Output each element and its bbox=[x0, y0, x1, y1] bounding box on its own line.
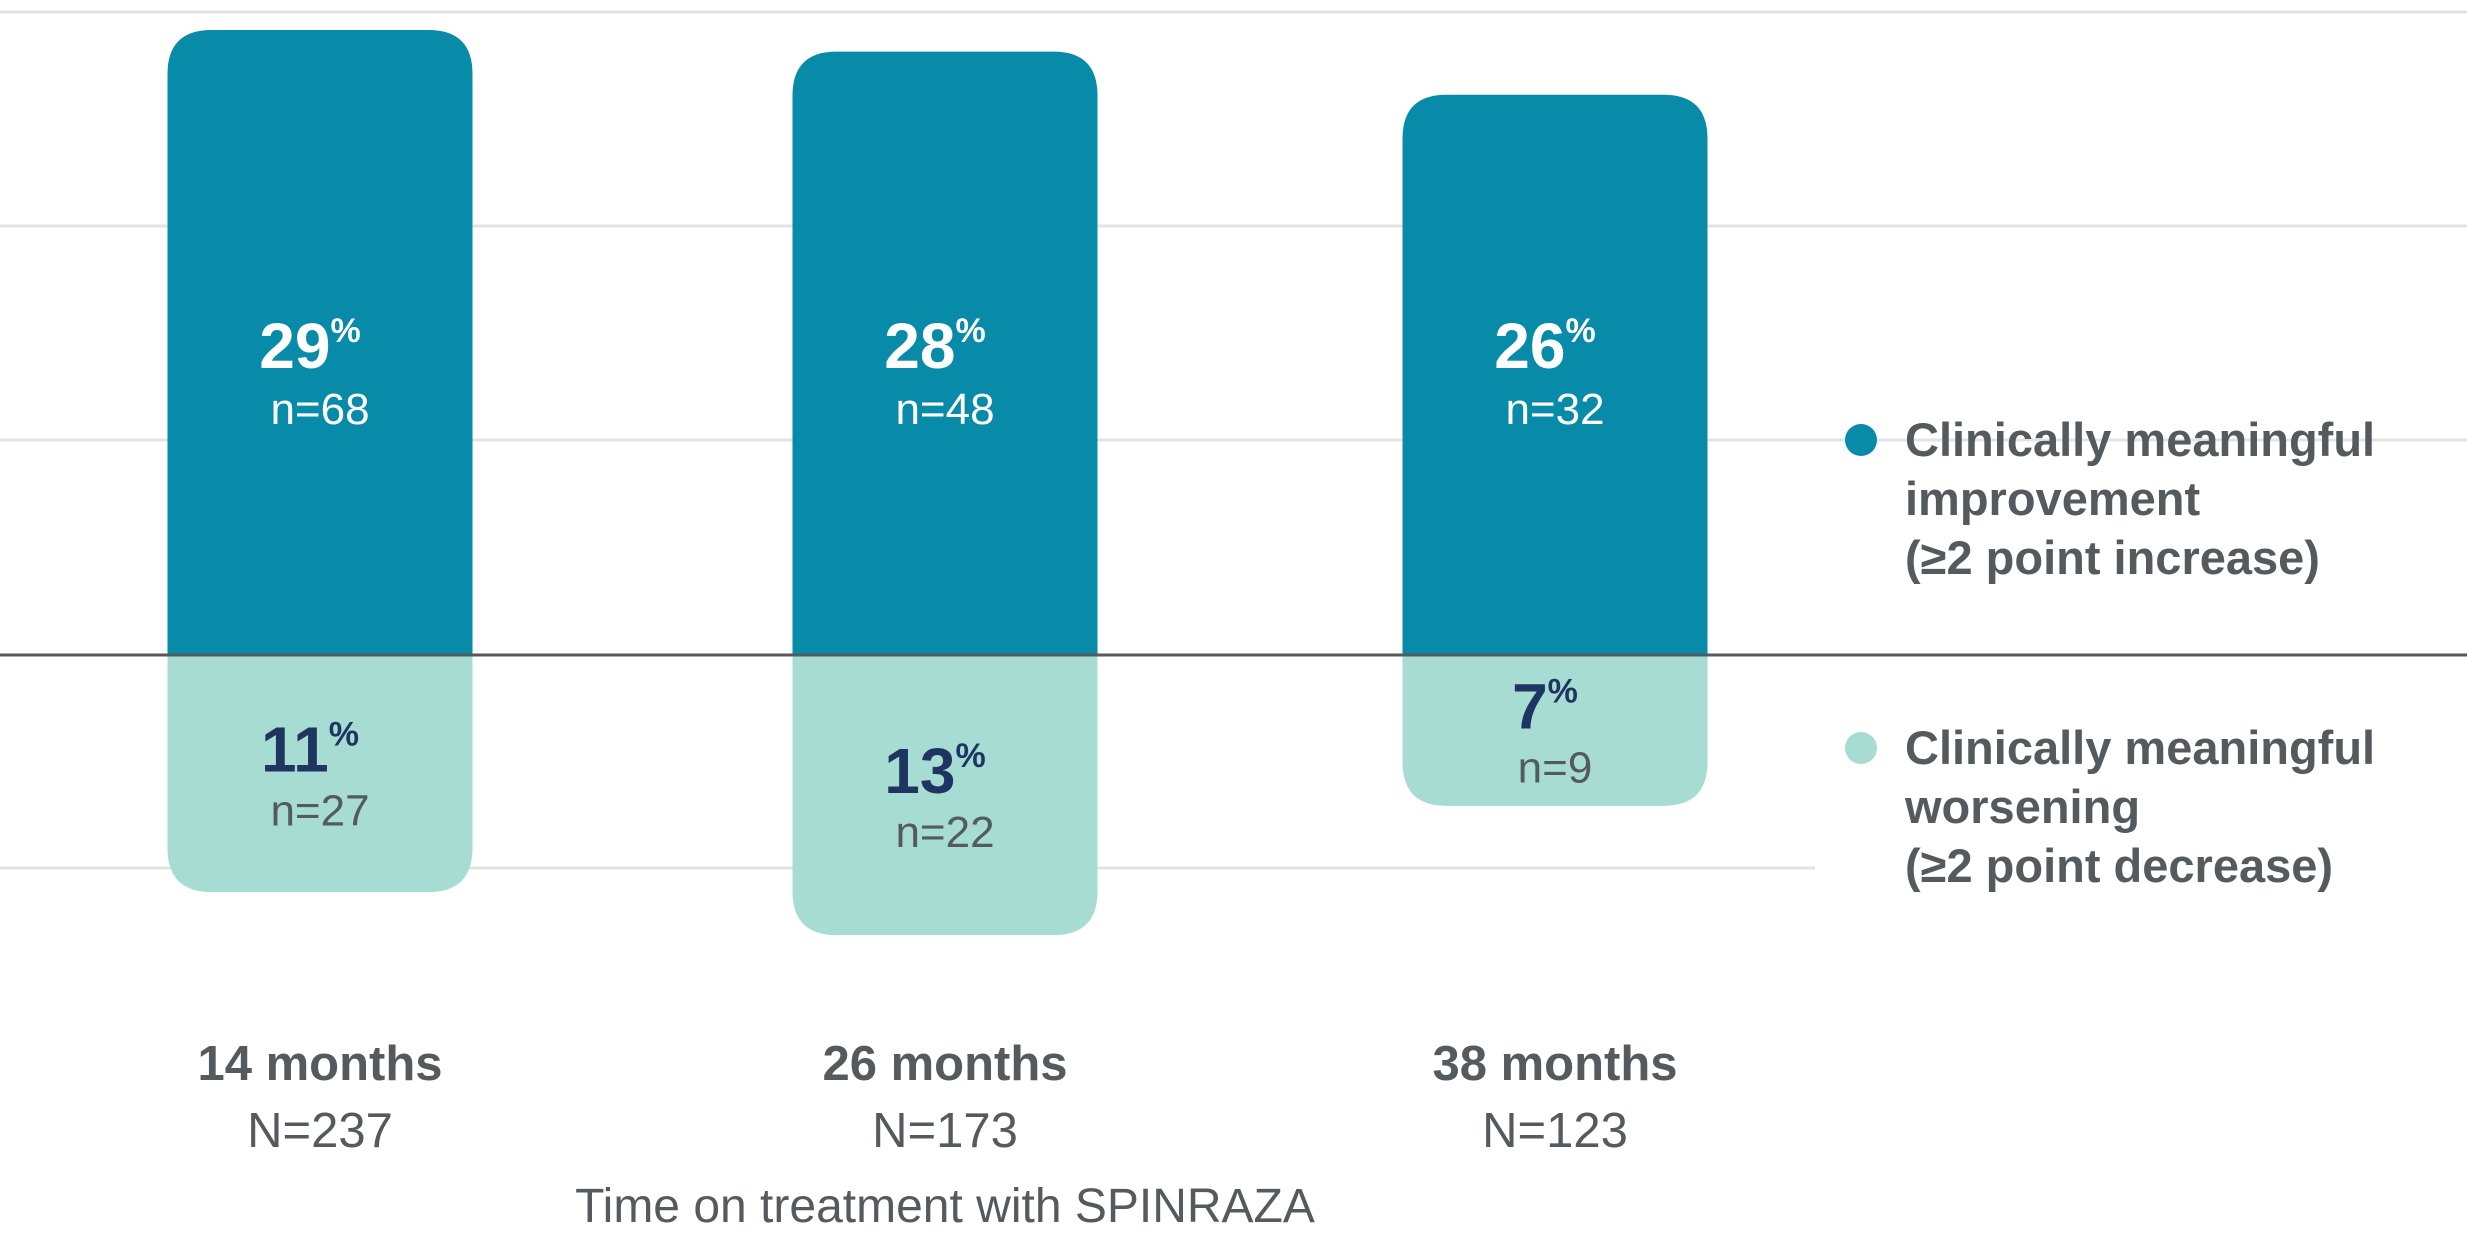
bar-improvement bbox=[167, 30, 473, 656]
bar-worsening bbox=[167, 655, 473, 893]
legend-label-worsening: Clinically meaningful worsening (≥2 poin… bbox=[1905, 721, 2376, 892]
bar-improvement bbox=[1402, 94, 1708, 655]
bar-n-worsening: n=22 bbox=[895, 808, 994, 857]
bar-value-worsening: 7% bbox=[1512, 670, 1578, 742]
bar-worsening bbox=[792, 655, 1098, 936]
bar-value-improvement: 26% bbox=[1494, 310, 1595, 382]
legend-swatch-worsening bbox=[1845, 732, 1877, 764]
bar-improvement bbox=[792, 51, 1098, 656]
bar-value-improvement: 28% bbox=[884, 310, 985, 382]
bar-value-worsening: 11% bbox=[261, 714, 359, 786]
bar-n-improvement: n=68 bbox=[270, 385, 369, 434]
category-n-label: N=123 bbox=[1482, 1104, 1628, 1158]
bar-n-improvement: n=48 bbox=[895, 385, 994, 434]
bar-n-worsening: n=27 bbox=[270, 787, 369, 836]
category-label: 26 months bbox=[822, 1037, 1067, 1091]
x-axis-title: Time on treatment with SPINRAZA bbox=[575, 1180, 1315, 1233]
category-n-label: N=173 bbox=[872, 1104, 1018, 1158]
legend-swatch-improvement bbox=[1845, 424, 1877, 456]
bar-worsening bbox=[1402, 655, 1708, 806]
category-n-label: N=237 bbox=[247, 1104, 393, 1158]
category-label: 38 months bbox=[1432, 1037, 1677, 1091]
legend-label-improvement: Clinically meaningful improvement (≥2 po… bbox=[1905, 413, 2376, 584]
category-labels: 14 months N=237 26 months N=173 38 months N=1… bbox=[197, 1037, 1677, 1158]
category-label: 14 months bbox=[197, 1037, 442, 1091]
bar-n-improvement: n=32 bbox=[1505, 385, 1604, 434]
bars bbox=[167, 30, 1708, 936]
bar-value-improvement: 29% bbox=[259, 310, 360, 382]
bar-n-worsening: n=9 bbox=[1518, 743, 1593, 792]
bar-labels: 29%n=68 11%n=27 28%n=48 13%n=22 26%n=32 7%n=9 bbox=[259, 310, 1604, 857]
bar-value-worsening: 13% bbox=[884, 735, 985, 807]
